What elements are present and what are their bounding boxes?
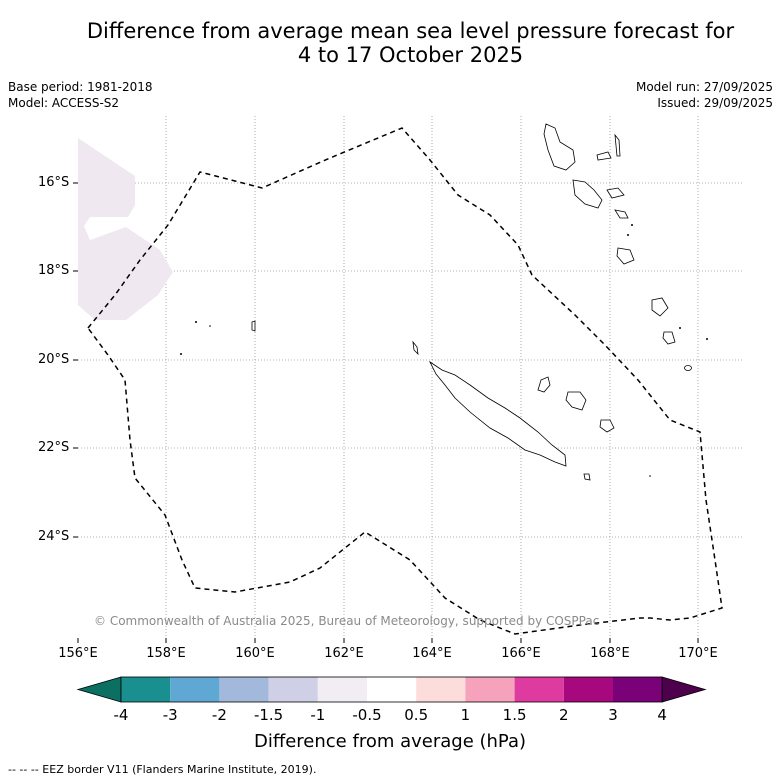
small-island-1 bbox=[251, 320, 256, 332]
colorbar-under-extension bbox=[76, 676, 122, 703]
belep-island bbox=[412, 340, 419, 356]
ambrym-island bbox=[606, 187, 625, 199]
malekula-island bbox=[572, 179, 603, 209]
small-island-8 bbox=[706, 338, 708, 340]
small-island-9 bbox=[679, 327, 681, 329]
colorbar-tick-label: 0.5 bbox=[404, 706, 429, 724]
colorbar-tick-label: -1 bbox=[310, 706, 326, 724]
lon-label-166e: 166°E bbox=[501, 646, 541, 661]
colorbar-segment bbox=[317, 677, 367, 702]
small-island-4 bbox=[209, 325, 211, 327]
efate-island bbox=[616, 247, 635, 265]
colorbar-tick-label: 1 bbox=[460, 706, 471, 724]
colorbar-title: Difference from average (hPa) bbox=[253, 731, 527, 752]
colorbar-segment bbox=[416, 677, 466, 702]
colorbar-tick-label: -4 bbox=[113, 706, 129, 724]
lat-label-16s: 16°S bbox=[38, 175, 70, 190]
lon-label-160e: 160°E bbox=[235, 646, 275, 661]
colorbar-tick-label: 4 bbox=[657, 706, 667, 724]
small-island-7 bbox=[627, 234, 629, 236]
lon-label-170e: 170°E bbox=[678, 646, 718, 661]
issued-date: Issued: 29/09/2025 bbox=[657, 96, 773, 110]
mare-island bbox=[599, 419, 615, 433]
base-period: Base period: 1981-2018 bbox=[8, 80, 153, 94]
lon-label-164e: 164°E bbox=[412, 646, 452, 661]
title-line-1: Difference from average mean sea level p… bbox=[86, 19, 735, 43]
lon-label-158e: 158°E bbox=[146, 646, 186, 661]
colorbar-over-extension bbox=[661, 676, 707, 703]
colorbar-tick-label: 1.5 bbox=[502, 706, 527, 724]
title-line-2: 4 to 17 October 2025 bbox=[297, 43, 524, 67]
lat-label-20s: 20°S bbox=[38, 352, 70, 367]
espiritu-santo bbox=[543, 123, 576, 171]
colorbar-segment bbox=[170, 677, 220, 702]
eez-border bbox=[87, 127, 723, 635]
colorbar-segment bbox=[121, 677, 171, 702]
small-island-5 bbox=[649, 475, 651, 477]
anomaly-region bbox=[78, 138, 173, 320]
model-run: Model run: 27/09/2025 bbox=[635, 80, 773, 94]
small-island-3 bbox=[180, 353, 182, 355]
colorbar-tick-label: -3 bbox=[162, 706, 178, 724]
epi-island bbox=[614, 209, 629, 219]
copyright-notice: © Commonwealth of Australia 2025, Bureau… bbox=[94, 614, 600, 628]
lat-label-24s: 24°S bbox=[38, 529, 70, 544]
erromango-island bbox=[651, 297, 669, 317]
aneityum-island bbox=[684, 365, 692, 371]
colorbar-segment bbox=[268, 677, 318, 702]
lat-label-18s: 18°S bbox=[38, 263, 70, 278]
lon-label-162e: 162°E bbox=[324, 646, 364, 661]
colorbar-tick-label: -2 bbox=[211, 706, 227, 724]
colorbar-tick-label: -1.5 bbox=[253, 706, 284, 724]
colorbar-segment bbox=[613, 677, 663, 702]
eez-footnote: -- -- -- EEZ border V11 (Flanders Marine… bbox=[8, 763, 317, 776]
lon-label-156e: 156°E bbox=[58, 646, 98, 661]
maewo-island bbox=[614, 133, 621, 157]
lat-label-22s: 22°S bbox=[38, 440, 70, 455]
model-name: Model: ACCESS-S2 bbox=[8, 96, 120, 110]
colorbar-tick-label: -0.5 bbox=[352, 706, 382, 724]
colorbar-segment bbox=[219, 677, 269, 702]
colorbar-tick-label: 3 bbox=[608, 706, 618, 724]
colorbar-segment bbox=[563, 677, 613, 702]
new-caledonia-island bbox=[428, 360, 567, 467]
ouvea-island bbox=[537, 376, 551, 393]
lifou-island bbox=[565, 391, 587, 411]
map-title: Difference from average mean sea level p… bbox=[20, 19, 781, 67]
colorbar-frame bbox=[120, 676, 663, 703]
colorbar-segment bbox=[514, 677, 564, 702]
right-meta: Model run: 27/09/2025 Issued: 29/09/2025 bbox=[636, 79, 773, 111]
lon-label-168e: 168°E bbox=[590, 646, 630, 661]
colorbar-segment bbox=[465, 677, 515, 702]
small-island-6 bbox=[631, 224, 633, 226]
ambae-island bbox=[596, 151, 612, 161]
left-meta: Base period: 1981-2018 Model: ACCESS-S2 bbox=[8, 79, 153, 111]
small-island-2 bbox=[195, 321, 197, 323]
tick-marks bbox=[73, 182, 699, 643]
colorbar-segment bbox=[367, 677, 417, 702]
tanna-island bbox=[662, 331, 676, 345]
gridlines bbox=[78, 116, 743, 638]
colorbar-tick-label: 2 bbox=[559, 706, 569, 724]
isle-of-pines bbox=[583, 473, 591, 481]
colorbar bbox=[76, 676, 707, 703]
